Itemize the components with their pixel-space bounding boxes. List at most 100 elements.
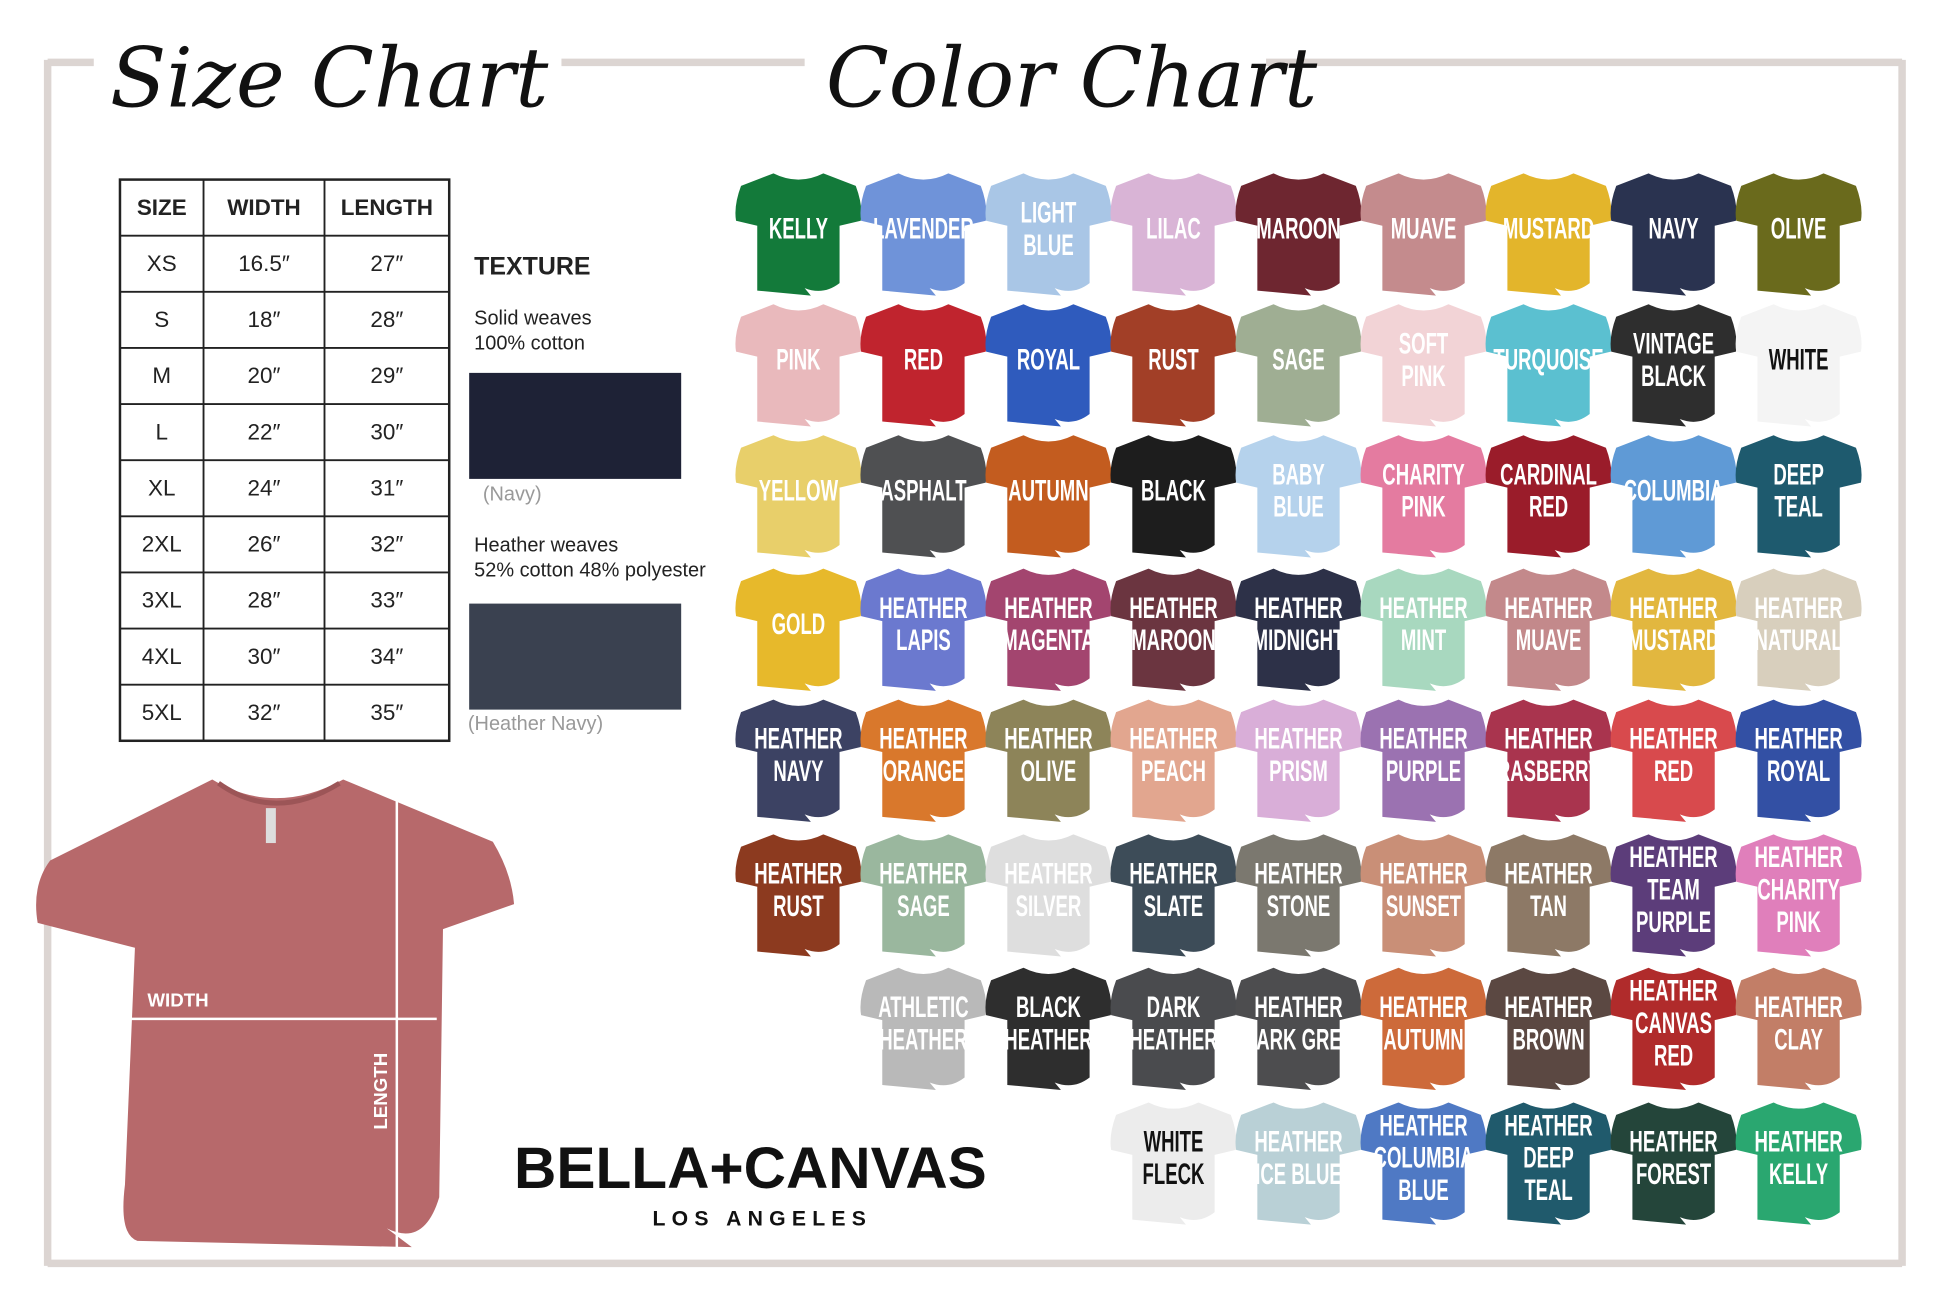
color-label: MUAVE (1391, 212, 1457, 246)
tee (860, 304, 987, 427)
color-label: HEATHER (1629, 722, 1717, 756)
tee (1485, 173, 1612, 296)
table-cell: 5XL (142, 700, 182, 725)
tee (1610, 435, 1737, 558)
color-label: HEATHER (1504, 857, 1592, 891)
color-label: HEATHER (1754, 990, 1842, 1024)
table-cell: 29″ (370, 363, 403, 388)
brand-name: BELLA+CANVAS (514, 1136, 987, 1201)
color-label: DARK GREY (1243, 1023, 1355, 1057)
color-swatch: AUTUMN (985, 435, 1112, 558)
color-label: TAN (1530, 889, 1567, 923)
color-swatch: RUST (1110, 304, 1237, 427)
table-cell: XS (147, 251, 177, 276)
color-label: ROYAL (1017, 343, 1080, 377)
tee (1360, 304, 1487, 427)
color-label: BROWN (1512, 1023, 1584, 1057)
tee (1235, 967, 1362, 1090)
color-label: AUTUMN (1008, 474, 1088, 508)
tee (1360, 967, 1487, 1090)
color-label: BABY (1272, 458, 1325, 492)
color-label: MAROON (1131, 624, 1215, 658)
table-cell: 28″ (248, 588, 281, 613)
table-cell: 20″ (248, 363, 281, 388)
color-label: MUAVE (1516, 624, 1582, 658)
color-label: VINTAGE (1633, 327, 1714, 361)
color-label: TEAL (1524, 1174, 1572, 1208)
tee (735, 435, 862, 558)
tee (860, 834, 987, 957)
size-chart-title: Size Chart (110, 31, 549, 126)
tee (1735, 834, 1862, 957)
color-label: NAVY (1648, 212, 1698, 246)
color-label: TEAM (1647, 873, 1700, 907)
tee (1610, 1102, 1737, 1225)
color-label: RUST (773, 889, 823, 923)
color-label: HEATHER (1129, 1023, 1217, 1057)
color-label: RED (1654, 755, 1693, 789)
color-label: SILVER (1016, 889, 1082, 923)
color-label: BLUE (1273, 490, 1323, 524)
tee (1485, 699, 1612, 822)
color-label: RASBERRY (1497, 755, 1601, 789)
tee (1610, 699, 1737, 822)
color-label: HEATHER (1629, 841, 1717, 875)
texture-text: 100% cotton (474, 332, 585, 354)
tee (1485, 1102, 1612, 1225)
tee (1360, 173, 1487, 296)
color-label: CHARITY (1757, 873, 1840, 907)
color-label: BLACK (1016, 990, 1081, 1024)
color-label: KELLY (769, 212, 828, 246)
table-cell: 33″ (370, 588, 403, 613)
color-label: RED (1654, 1039, 1693, 1073)
color-swatch: TURQUOISE (1485, 304, 1612, 427)
tee (1735, 304, 1862, 427)
color-label: PINK (1401, 359, 1445, 393)
tee (1110, 568, 1237, 691)
tee (735, 304, 862, 427)
color-label: YELLOW (759, 474, 839, 508)
color-label: HEATHER (1004, 722, 1092, 756)
color-label: HEATHER (1754, 591, 1842, 625)
color-label: FLECK (1143, 1157, 1205, 1191)
table-cell: 30″ (370, 419, 403, 444)
color-swatch: ASPHALT (860, 435, 987, 558)
tee (1235, 435, 1362, 558)
tee (735, 834, 862, 957)
color-label: HEATHER (1379, 990, 1467, 1024)
tee (1110, 304, 1237, 427)
table-cell: 31″ (370, 475, 403, 500)
tee (985, 699, 1112, 822)
color-label: HEATHER (1504, 722, 1592, 756)
color-label: HEATHER (1504, 990, 1592, 1024)
tee (1735, 435, 1862, 558)
color-label: HEATHER (1629, 1125, 1717, 1159)
color-swatch: LAVENDER (860, 173, 987, 296)
color-label: BLUE (1398, 1174, 1448, 1208)
table-cell: 35″ (370, 700, 403, 725)
color-label: CHARITY (1382, 458, 1465, 492)
color-label: MAGENTA (1002, 624, 1094, 658)
color-label: SOFT (1399, 327, 1448, 361)
color-label: HEATHER (1379, 857, 1467, 891)
color-chart-title: Color Chart (826, 31, 1318, 126)
color-swatch: GOLD (735, 568, 862, 691)
table-cell: 26″ (248, 532, 281, 557)
